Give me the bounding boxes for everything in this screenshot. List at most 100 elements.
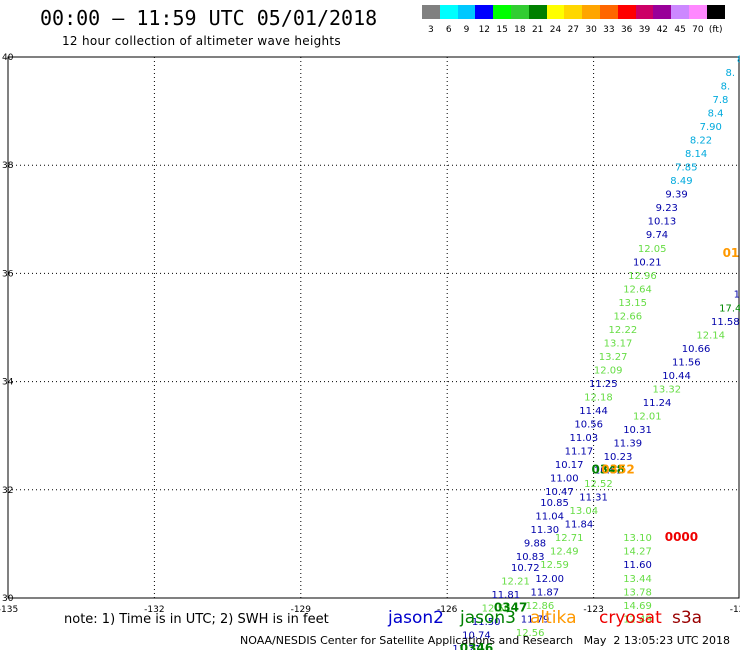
wave-height-label: 10.83 bbox=[516, 552, 545, 563]
wave-height-label: 10.56 bbox=[574, 420, 603, 431]
chart-title: 00:00 – 11:59 UTC 05/01/2018 bbox=[40, 6, 378, 30]
color-scale-label: 30 bbox=[585, 25, 597, 35]
wave-height-label: 13.27 bbox=[599, 352, 628, 363]
wave-height-label: 11.56 bbox=[672, 357, 701, 368]
wave-height-label: 13.10 bbox=[623, 533, 652, 544]
wave-height-label: 8. bbox=[721, 81, 731, 92]
wave-height-label: 7.90 bbox=[700, 122, 722, 133]
color-scale-label: 70 bbox=[692, 25, 704, 35]
x-tick-label: -126 bbox=[437, 605, 458, 615]
color-scale-label: 3 bbox=[428, 25, 434, 35]
wave-height-label: 13.04 bbox=[570, 506, 599, 517]
wave-height-label: 11.00 bbox=[550, 474, 579, 485]
pass-time-label: 0347 bbox=[494, 601, 527, 615]
wave-height-label: 10.47 bbox=[545, 487, 574, 498]
x-tick-label: -132 bbox=[144, 605, 164, 615]
pass-time-label: 0000 bbox=[665, 530, 698, 544]
color-scale-label: 36 bbox=[620, 25, 633, 35]
wave-height-label: 10.81 bbox=[594, 466, 623, 477]
wave-height-label: 10.74 bbox=[462, 631, 491, 642]
wave-height-label: 13.78 bbox=[623, 587, 652, 598]
mission-jason2: jason2 bbox=[388, 608, 444, 628]
color-scale-label: 24 bbox=[549, 25, 562, 35]
color-swatch bbox=[600, 5, 618, 19]
color-swatch bbox=[706, 5, 725, 19]
wave-height-label: 14.27 bbox=[623, 547, 652, 558]
color-scale-label: 18 bbox=[514, 25, 526, 35]
wave-height-label: 12.09 bbox=[594, 365, 623, 376]
wave-height-label: 11.31 bbox=[579, 493, 608, 504]
wave-height-label: 11.21 bbox=[452, 644, 481, 650]
wave-height-label: 11.50 bbox=[472, 617, 501, 628]
wave-height-label: 10.17 bbox=[555, 460, 584, 471]
color-scale-label: 12 bbox=[478, 25, 491, 35]
wave-height-label: 11.44 bbox=[579, 406, 608, 417]
color-swatch bbox=[671, 5, 689, 19]
color-swatch bbox=[582, 5, 600, 19]
wave-height-label: 12.49 bbox=[550, 547, 579, 558]
color-swatch bbox=[617, 5, 636, 19]
wave-height-label: 11.87 bbox=[530, 587, 559, 598]
wave-height-label: 13.44 bbox=[623, 574, 652, 585]
x-tick-label: -123 bbox=[583, 605, 603, 615]
wave-height-label: 11.79 bbox=[521, 614, 550, 625]
color-scale-label: 33 bbox=[603, 25, 615, 35]
credit-line: NOAA/NESDIS Center for Satellite Applica… bbox=[240, 634, 731, 647]
y-tick-label: 30 bbox=[2, 594, 14, 604]
wave-height-label: 11.84 bbox=[565, 520, 594, 531]
wave-height-label: 11.81 bbox=[491, 590, 520, 601]
y-tick-label: 40 bbox=[2, 53, 14, 63]
wave-height-label: 11.25 bbox=[589, 379, 618, 390]
color-scale-label: 45 bbox=[674, 25, 686, 35]
pass-time-label: 0346 bbox=[460, 641, 493, 650]
color-swatch bbox=[564, 5, 583, 19]
wave-height-label: 12.50 bbox=[482, 604, 511, 615]
color-swatch bbox=[528, 5, 547, 19]
color-scale-label: (ft) bbox=[708, 25, 723, 35]
wave-height-label: 10.23 bbox=[604, 452, 633, 463]
color-scale-label: 21 bbox=[531, 25, 544, 35]
color-scale-label: 42 bbox=[656, 25, 669, 35]
wave-height-label: 8.49 bbox=[670, 176, 692, 187]
wave-height-label: 11 bbox=[734, 290, 740, 301]
wave-height-label: 9.88 bbox=[524, 539, 546, 550]
wave-height-label: 12.86 bbox=[526, 601, 555, 612]
wave-height-label: 10.31 bbox=[623, 425, 652, 436]
color-scale-label: 27 bbox=[567, 25, 580, 35]
color-swatch bbox=[457, 5, 476, 19]
color-scale-label: 6 bbox=[445, 25, 452, 35]
pass-time-label: 013 bbox=[723, 246, 740, 260]
plot-frame bbox=[7, 56, 740, 599]
wave-height-label: 11.24 bbox=[643, 398, 672, 409]
wave-height-label: 11.58 bbox=[711, 317, 740, 328]
color-swatch bbox=[511, 5, 529, 19]
wave-height-label: 14.69 bbox=[623, 601, 652, 612]
wave-height-label: 13.17 bbox=[604, 338, 633, 349]
y-tick-label: 36 bbox=[2, 269, 14, 279]
wave-height-label: 13.15 bbox=[618, 298, 647, 309]
x-tick-label: -120 bbox=[730, 605, 740, 615]
wave-height-label: 12.64 bbox=[623, 284, 652, 295]
wave-height-label: 10.85 bbox=[540, 498, 569, 509]
chart-subtitle: 12 hour collection of altimeter wave hei… bbox=[62, 34, 341, 48]
wave-height-label: 9.74 bbox=[646, 230, 668, 241]
mission-cryosat: cryosat bbox=[599, 608, 662, 628]
wave-height-label: 10.13 bbox=[648, 217, 677, 228]
wave-height-label: 12.00 bbox=[535, 574, 564, 585]
wave-height-label: 12.96 bbox=[628, 271, 657, 282]
color-swatch bbox=[422, 5, 440, 19]
wave-height-label: 10.21 bbox=[633, 257, 662, 268]
pass-time-label: 0348 bbox=[592, 463, 625, 477]
color-scale-label: 9 bbox=[463, 25, 470, 35]
x-tick-label: -129 bbox=[291, 605, 312, 615]
color-swatch bbox=[635, 5, 654, 19]
wave-height-label: 12.52 bbox=[584, 479, 613, 490]
wave-height-label: 7.85 bbox=[675, 163, 697, 174]
wave-height-label: 8.14 bbox=[685, 149, 707, 160]
wave-height-label: 8. bbox=[725, 68, 735, 79]
wave-height-label: 10.44 bbox=[662, 371, 691, 382]
wave-height-label: 9.23 bbox=[656, 203, 678, 214]
color-swatch bbox=[653, 5, 672, 19]
wave-height-label: 10.66 bbox=[682, 344, 711, 355]
wave-height-label: 12.22 bbox=[609, 325, 638, 336]
